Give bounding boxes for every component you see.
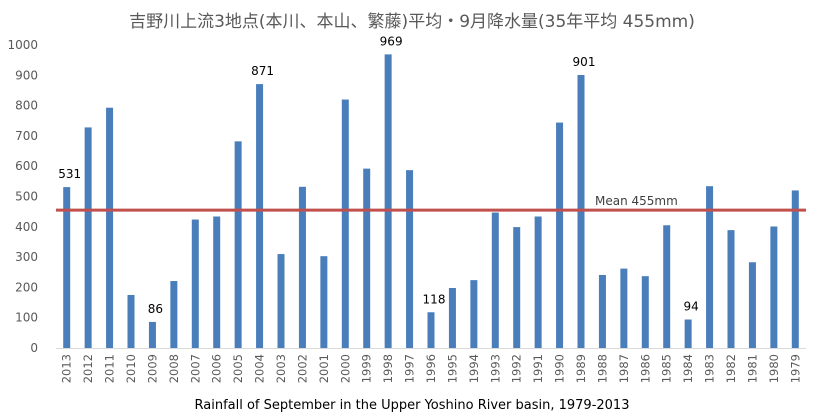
bar — [320, 256, 328, 348]
x-tick-label: 1986 — [638, 354, 652, 383]
x-tick-label: 2010 — [124, 354, 138, 383]
x-tick-label: 1980 — [767, 354, 781, 383]
data-label: 118 — [423, 292, 446, 306]
bar-series — [63, 54, 799, 348]
data-label: 969 — [380, 34, 403, 48]
bar — [63, 187, 71, 348]
bar — [170, 281, 178, 348]
chart-title: 吉野川上流3地点(本川、本山、繁藤)平均・9月降水量(35年平均 455mm) — [129, 12, 695, 32]
y-tick-label: 600 — [15, 159, 38, 173]
x-tick-label: 1996 — [424, 354, 438, 383]
bar — [706, 186, 714, 348]
x-tick-label: 2009 — [145, 354, 159, 383]
bar — [727, 230, 735, 348]
x-tick-label: 1997 — [403, 354, 417, 383]
data-label: 94 — [683, 300, 698, 314]
bar — [748, 262, 756, 348]
x-tick-label: 1998 — [381, 354, 395, 383]
bar — [84, 127, 92, 348]
mean-label: Mean 455mm — [595, 194, 678, 208]
bar — [684, 319, 692, 348]
x-tick-label: 1979 — [788, 354, 802, 383]
chart-caption: Rainfall of September in the Upper Yoshi… — [195, 398, 630, 413]
x-tick-label: 1987 — [617, 354, 631, 383]
x-tick-label: 1981 — [745, 354, 759, 383]
x-tick-label: 1990 — [553, 354, 567, 383]
bar — [256, 84, 264, 348]
data-label: 531 — [58, 167, 81, 181]
y-tick-label: 1000 — [7, 38, 38, 52]
data-label: 871 — [251, 64, 274, 78]
x-tick-label: 1989 — [574, 354, 588, 383]
y-tick-label: 0 — [30, 341, 38, 355]
bar — [213, 216, 221, 348]
x-tick-label: 1995 — [445, 354, 459, 383]
bar — [277, 254, 285, 348]
x-tick-label: 1992 — [510, 354, 524, 383]
y-axis: 0 100 200 300 400 500 600 700 800 900 1000 — [7, 38, 38, 355]
data-label: 901 — [573, 55, 596, 69]
x-tick-label: 2003 — [274, 354, 288, 383]
x-tick-label: 1994 — [467, 354, 481, 383]
x-axis: 2013 2012 2011 2010 2009 2008 2007 2006 2005 2004… — [56, 348, 806, 383]
x-tick-label: 2000 — [338, 354, 352, 383]
x-tick-label: 2008 — [167, 354, 181, 383]
data-label: 86 — [148, 302, 163, 316]
bar — [470, 280, 478, 348]
x-tick-label: 2006 — [210, 354, 224, 383]
x-tick-label: 2007 — [188, 354, 202, 383]
x-tick-label: 1988 — [595, 354, 609, 383]
bar — [620, 268, 628, 348]
y-tick-label: 500 — [15, 190, 38, 204]
x-tick-label: 1982 — [724, 354, 738, 383]
y-tick-label: 700 — [15, 129, 38, 143]
x-tick-label: 1993 — [488, 354, 502, 383]
x-tick-label: 1991 — [531, 354, 545, 383]
x-tick-label: 2002 — [295, 354, 309, 383]
bar — [363, 168, 371, 348]
bar — [384, 54, 392, 348]
bar — [341, 99, 349, 348]
x-tick-label: 2001 — [317, 354, 331, 383]
bar — [770, 226, 778, 348]
bar — [127, 294, 135, 348]
x-tick-label: 1985 — [660, 354, 674, 383]
bar — [406, 170, 414, 348]
x-tick-label: 2004 — [253, 354, 267, 383]
bar — [106, 107, 114, 348]
y-tick-label: 900 — [15, 68, 38, 82]
bar — [148, 321, 156, 348]
bar — [663, 225, 671, 348]
bar — [641, 276, 649, 348]
x-tick-label: 1983 — [703, 354, 717, 383]
bar — [513, 227, 521, 348]
y-tick-label: 400 — [15, 220, 38, 234]
bar — [191, 219, 199, 348]
bar — [234, 141, 242, 348]
x-tick-label: 2005 — [231, 354, 245, 383]
x-tick-label: 1984 — [681, 354, 695, 383]
bar — [534, 216, 542, 348]
bar — [427, 312, 435, 348]
bar — [598, 274, 606, 348]
bar — [491, 212, 499, 348]
bar — [448, 288, 456, 348]
bar — [556, 122, 564, 348]
y-tick-label: 300 — [15, 250, 38, 264]
x-tick-label: 1999 — [360, 354, 374, 383]
y-tick-label: 800 — [15, 99, 38, 113]
y-tick-label: 100 — [15, 311, 38, 325]
x-tick-label: 2011 — [103, 354, 117, 383]
y-tick-label: 200 — [15, 280, 38, 294]
x-tick-label: 2012 — [81, 354, 95, 383]
data-labels: 531 86 871 969 118 901 94 — [58, 34, 699, 316]
x-tick-label: 2013 — [60, 354, 74, 383]
bar — [298, 186, 306, 348]
bar — [791, 190, 799, 348]
